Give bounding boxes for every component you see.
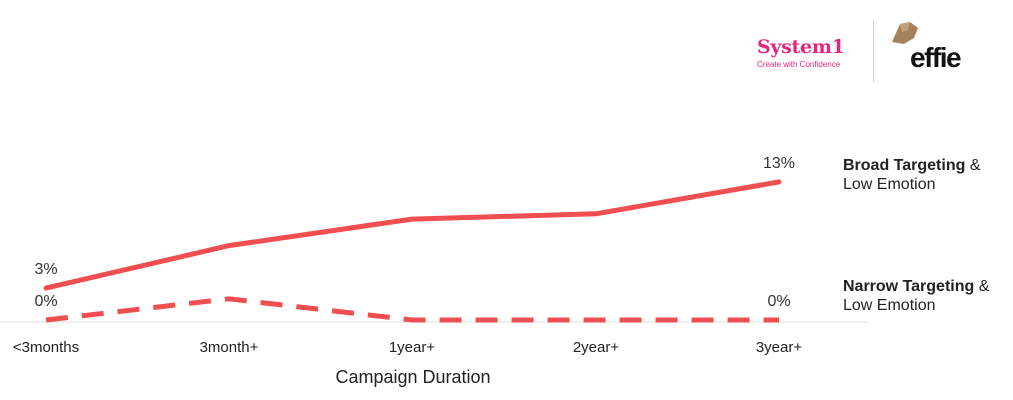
series-broad-line — [43, 179, 782, 291]
legend-narrow-amp: & — [974, 278, 990, 295]
system1-wordmark: System1 — [757, 36, 845, 58]
effie-logo: effie — [890, 20, 990, 80]
legend-broad-title: Broad Targeting — [843, 157, 966, 174]
logo-divider — [873, 20, 874, 82]
legend-narrow-targeting: Narrow Targeting & Low Emotion — [843, 277, 989, 315]
legend-broad-subtitle: Low Emotion — [843, 176, 936, 193]
x-tick-label: 3year+ — [756, 339, 803, 356]
data-label: 0% — [767, 293, 790, 310]
effie-statuette-icon — [892, 22, 918, 44]
x-tick-label: 2year+ — [573, 339, 620, 356]
data-label: 3% — [34, 261, 57, 278]
system1-logo: System1 Create with Confidence — [757, 36, 857, 69]
x-axis-title: Campaign Duration — [335, 367, 490, 387]
series-narrow-line — [45, 296, 779, 323]
x-tick-label: <3months — [13, 339, 79, 356]
effie-wordmark: effie — [910, 42, 962, 73]
legend-broad-targeting: Broad Targeting & Low Emotion — [843, 156, 981, 194]
legend-narrow-title: Narrow Targeting — [843, 278, 975, 295]
legend-broad-amp: & — [965, 157, 981, 174]
data-label: 13% — [763, 155, 795, 172]
system1-tagline: Create with Confidence — [757, 60, 841, 69]
x-tick-label: 1year+ — [389, 339, 436, 356]
legend-narrow-subtitle: Low Emotion — [843, 297, 936, 314]
x-tick-label: 3month+ — [200, 339, 259, 356]
data-label: 0% — [34, 293, 57, 310]
